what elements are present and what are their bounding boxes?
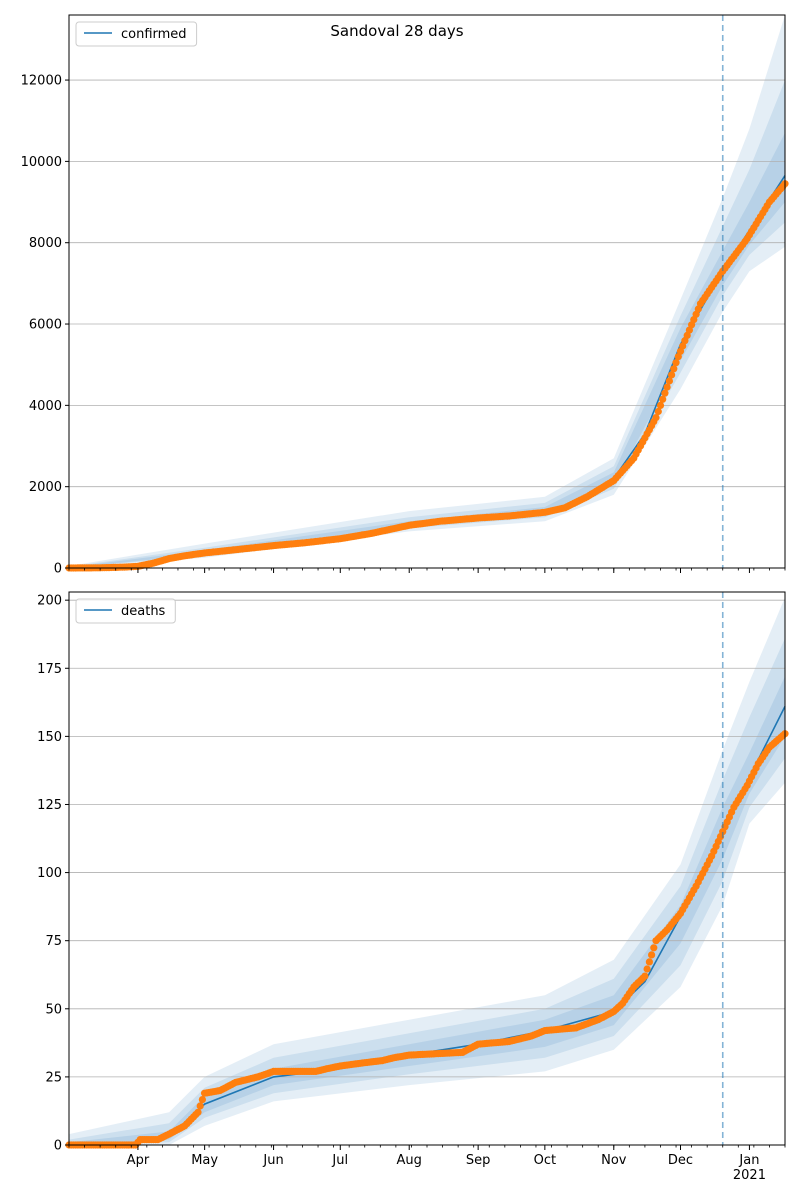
y-tick-label: 25 <box>45 1070 62 1085</box>
x-tick-label: Jun <box>262 1153 283 1168</box>
x-tick-label: Jan <box>738 1153 759 1168</box>
y-tick-label: 100 <box>37 866 62 881</box>
y-tick-label: 50 <box>45 1002 62 1017</box>
observed-point <box>661 389 669 397</box>
legend-box <box>75 21 198 47</box>
y-tick-label: 75 <box>45 934 62 949</box>
deaths-observed-points <box>65 730 789 1149</box>
x-tick-label: Oct <box>534 1153 556 1168</box>
confirmed-legend: confirmed <box>75 21 198 47</box>
observed-point <box>652 414 660 422</box>
legend-label-confirmed: confirmed <box>121 27 187 42</box>
confirmed-panel: 0 2000 4000 6000 8000 10000 12000 confirmed Sa… <box>21 14 789 577</box>
x-tick-label: Aug <box>397 1153 422 1168</box>
y-tick-label: 8000 <box>29 236 62 251</box>
uncertainty-band <box>69 597 785 1145</box>
observed-point <box>643 965 651 973</box>
y-tick-label: 200 <box>37 594 62 609</box>
observed-point <box>645 958 654 966</box>
deaths-legend: deaths <box>75 598 176 624</box>
x-tick-label: Dec <box>668 1153 693 1168</box>
y-tick-label: 4000 <box>29 399 62 414</box>
y-tick-label: 175 <box>37 662 62 677</box>
x-tick-label: Sep <box>466 1153 491 1168</box>
legend-box <box>75 598 176 624</box>
x-tick-label: Nov <box>601 1153 627 1168</box>
y-tick-label: 150 <box>37 730 62 745</box>
confirmed-y-ticks: 0 2000 4000 6000 8000 10000 12000 <box>21 74 69 577</box>
observed-point <box>656 401 665 409</box>
observed-point <box>196 1102 204 1110</box>
observed-point <box>670 365 678 373</box>
observed-point <box>668 371 676 379</box>
legend-label-deaths: deaths <box>121 604 166 619</box>
observed-point <box>663 383 671 391</box>
chart-title: Sandoval 28 days <box>330 22 463 40</box>
y-tick-label: 125 <box>37 798 62 813</box>
observed-point <box>659 395 667 403</box>
y-tick-label: 6000 <box>29 318 62 333</box>
observed-point <box>198 1096 206 1104</box>
deaths-panel: 0 25 50 75 100 125 150 175 200 Apr May Jun Jul Aug Se… <box>37 591 789 1183</box>
x-tick-label: May <box>191 1153 218 1168</box>
observed-point <box>194 1108 202 1116</box>
observed-point <box>665 377 674 385</box>
x-tick-label: Apr <box>127 1153 150 1168</box>
x-tick-label: Jul <box>331 1153 348 1168</box>
y-tick-label: 2000 <box>29 480 62 495</box>
y-tick-label: 0 <box>54 562 62 577</box>
observed-point <box>648 951 656 959</box>
y-tick-label: 10000 <box>21 155 62 170</box>
x-year-label: 2021 <box>733 1168 766 1183</box>
observed-point <box>650 944 658 952</box>
y-tick-label: 0 <box>54 1139 62 1154</box>
confirmed-x-ticks <box>68 568 786 573</box>
deaths-y-ticks: 0 25 50 75 100 125 150 175 200 <box>37 594 69 1154</box>
observed-point <box>672 359 680 367</box>
observed-point <box>654 407 662 416</box>
observed-point <box>641 972 649 980</box>
y-tick-label: 12000 <box>21 74 62 89</box>
